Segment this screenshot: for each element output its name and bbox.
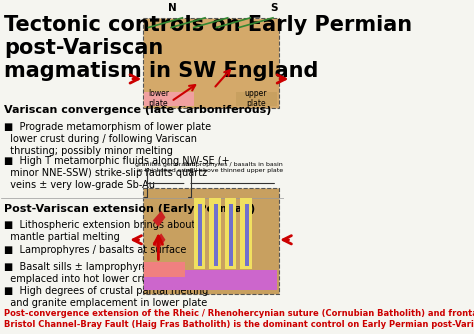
Polygon shape [144,270,277,290]
Polygon shape [240,198,252,269]
Polygon shape [144,262,185,277]
Text: upper
plate: upper plate [245,89,267,108]
Polygon shape [245,204,249,266]
Text: Post-convergence extension of the Rheic / Rhenohercynian suture (Cornubian Batho: Post-convergence extension of the Rheic … [4,309,474,329]
Polygon shape [143,18,279,108]
Text: N: N [168,3,177,13]
Text: ■  High degrees of crustal partial melting
  and granite emplacement in lower pl: ■ High degrees of crustal partial meltin… [4,287,209,308]
Polygon shape [143,188,279,295]
Polygon shape [144,92,194,106]
Text: ■  High T metamorphic fluids along NW-SE (+
  minor NNE-SSW) strike-slip faults : ■ High T metamorphic fluids along NW-SE … [4,156,230,190]
Text: Tectonic controls on Early Permian post-Variscan
magmatism in SW England: Tectonic controls on Early Permian post-… [4,15,412,81]
Text: Post-Variscan extension (Early Permian): Post-Variscan extension (Early Permian) [4,204,255,214]
Text: granites generated
in thickened crust: granites generated in thickened crust [135,162,196,173]
Text: ■  Basalt sills ± lamprophyres
  emplaced into hot lower crust: ■ Basalt sills ± lamprophyres emplaced i… [4,262,157,284]
Text: lamprophyres / basalts in basin
infill above thinned upper plate: lamprophyres / basalts in basin infill a… [184,162,283,173]
Polygon shape [153,233,165,249]
Polygon shape [198,204,202,266]
Text: ■  Prograde metamorphism of lower plate
  lower crust during / following Varisca: ■ Prograde metamorphism of lower plate l… [4,122,211,156]
Text: ■  Lamprophyres / basalts at surface: ■ Lamprophyres / basalts at surface [4,244,187,255]
Polygon shape [194,198,205,269]
Polygon shape [153,211,165,227]
Polygon shape [225,198,236,269]
Text: lower
plate: lower plate [148,89,169,108]
Text: Variscan convergence (late Carboniferous): Variscan convergence (late Carboniferous… [4,105,272,115]
Polygon shape [229,204,233,266]
Text: S: S [271,3,278,13]
Polygon shape [236,92,277,106]
Polygon shape [210,198,220,269]
Polygon shape [214,204,218,266]
Text: ■  Lithospheric extension brings about
  mantle partial melting: ■ Lithospheric extension brings about ma… [4,220,196,242]
